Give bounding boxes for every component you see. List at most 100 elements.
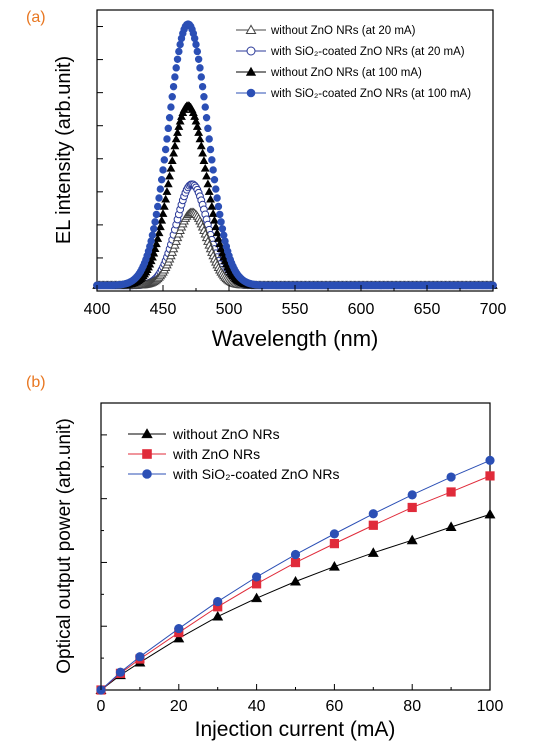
data-point (252, 572, 262, 582)
panel-b-y-axis-label: Optical output power (arb.unit) (54, 418, 75, 674)
legend-marker (245, 24, 257, 34)
el-point (151, 218, 159, 226)
el-point (200, 93, 208, 101)
data-point (368, 509, 378, 519)
el-point (158, 209, 168, 217)
el-point (214, 234, 223, 242)
series-a-4 (93, 20, 497, 290)
el-point (197, 73, 205, 81)
x-tick-label: 700 (480, 301, 507, 318)
el-point (175, 47, 183, 56)
el-point (176, 40, 184, 49)
data-point (329, 529, 340, 539)
el-point (160, 156, 169, 164)
series-line (100, 459, 491, 691)
el-point (174, 122, 184, 130)
el-point (153, 234, 163, 242)
el-point (198, 148, 208, 157)
data-point (407, 502, 417, 513)
series-b-1 (95, 508, 496, 695)
panel-a: (a) 400 450 500 550 600 650 700 Wavelength (nm… (26, 9, 506, 351)
x-tick-label: 60 (326, 698, 344, 715)
data-point (173, 632, 185, 643)
el-point (163, 179, 173, 188)
panel-a-y-ticks (97, 26, 103, 259)
data-point (485, 455, 495, 466)
el-point (165, 113, 174, 122)
panel-b-legend: without ZnO NRs with ZnO NRs with SiO₂-coa… (128, 426, 339, 482)
legend-marker (246, 88, 256, 98)
legend-label: without ZnO NRs (172, 426, 280, 442)
el-point (203, 179, 213, 188)
el-point (154, 228, 164, 237)
el-point (156, 185, 165, 193)
el-point (171, 134, 181, 143)
panel-a-label: (a) (26, 9, 46, 26)
el-point (159, 202, 169, 210)
legend-label: with ZnO NRs (172, 446, 260, 462)
el-point (196, 141, 206, 150)
panel-a-legend: without ZnO NRs (at 20 mA) with SiO₂-coat… (236, 24, 471, 100)
el-point (194, 55, 203, 63)
x-tick-label: 80 (403, 698, 421, 715)
el-point (155, 222, 165, 231)
el-point (152, 210, 161, 219)
legend-marker (245, 66, 257, 76)
data-point (406, 534, 418, 545)
el-point (210, 175, 219, 184)
data-point (445, 521, 457, 531)
el-point (217, 218, 225, 226)
el-point (212, 228, 222, 237)
data-point (135, 652, 145, 662)
el-point (171, 73, 179, 81)
legend-label: with SiO₂-coated ZnO NRs (at 100 mA) (270, 88, 471, 100)
el-point (210, 215, 219, 224)
x-tick-label: 450 (150, 301, 177, 318)
el-point (157, 215, 167, 224)
el-point (167, 103, 175, 111)
el-point (168, 93, 176, 101)
el-point (206, 145, 215, 154)
data-point (328, 561, 340, 571)
el-point (157, 175, 166, 184)
el-point (161, 194, 171, 203)
legend-label: without ZnO NRs (at 100 mA) (270, 67, 422, 79)
legend-marker (142, 469, 152, 479)
el-point (169, 148, 178, 157)
el-point (201, 103, 209, 111)
x-tick-label: 400 (84, 301, 111, 318)
series-line (100, 513, 491, 691)
el-point (170, 141, 180, 150)
el-point (204, 187, 214, 195)
panel-b-x-ticks: 0 20 40 60 80 100 (97, 684, 503, 715)
panel-a-y-axis-label: EL intensity (arb.unit) (53, 56, 75, 244)
panel-b-y-ticks (101, 434, 107, 659)
series-a-3 (92, 101, 498, 289)
el-point (151, 239, 161, 248)
data-point (485, 471, 495, 481)
el-point (193, 47, 202, 56)
el-point (164, 124, 172, 133)
el-point (214, 202, 223, 211)
data-point (329, 539, 340, 549)
el-point (148, 231, 157, 239)
el-point (154, 202, 162, 211)
data-point (368, 520, 378, 530)
el-point (162, 187, 172, 195)
el-point (202, 171, 211, 180)
el-point (196, 64, 204, 72)
el-point (207, 202, 217, 210)
data-point (174, 623, 184, 634)
el-point (192, 40, 200, 49)
panel-a-x-ticks: 400 450 500 550 600 650 700 (84, 285, 507, 318)
x-tick-label: 20 (170, 698, 188, 715)
el-point (190, 34, 199, 43)
panel-a-x-axis-label: Wavelength (nm) (212, 326, 379, 351)
el-point (212, 185, 220, 193)
el-point (161, 145, 170, 154)
el-point (208, 156, 216, 164)
el-point (177, 112, 186, 120)
el-point (173, 55, 182, 63)
el-point (206, 194, 215, 203)
